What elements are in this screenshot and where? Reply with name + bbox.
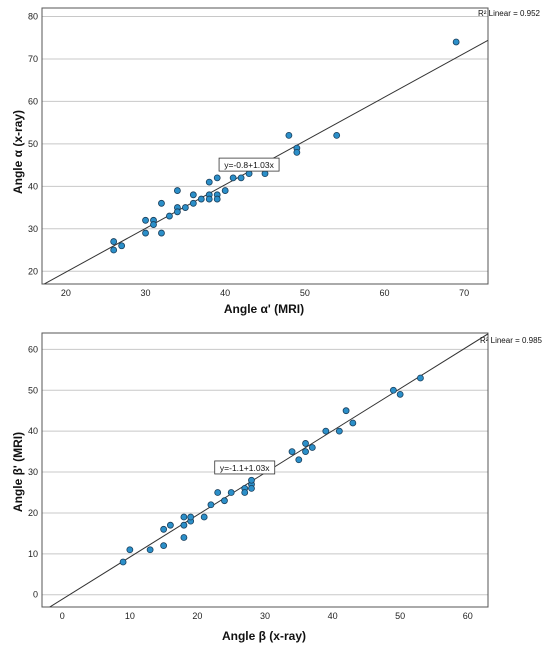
data-point <box>241 489 249 496</box>
r2-label: R² Linear = 0.985 <box>480 336 543 345</box>
beta-scatter-chart: R² Linear = 0.985 Angle β (x-ray) Angle … <box>11 332 543 643</box>
y-axis-label: Angle α (x-ray) <box>11 110 25 194</box>
x-tick-label: 40 <box>328 611 338 621</box>
x-tick-label: 60 <box>379 288 389 298</box>
data-point <box>285 131 293 139</box>
data-point <box>126 546 134 554</box>
y-tick-label: 70 <box>28 54 38 64</box>
data-point <box>158 229 165 237</box>
data-point <box>213 195 221 203</box>
x-tick-label: 30 <box>141 288 151 298</box>
x-tick-label: 60 <box>463 611 473 621</box>
y-tick-label: 60 <box>28 344 38 354</box>
y-tick-label: 20 <box>28 266 38 276</box>
data-point <box>142 229 149 237</box>
y-tick-label: 30 <box>28 467 38 477</box>
data-point <box>197 195 205 203</box>
data-point <box>119 558 127 566</box>
x-tick-label: 20 <box>61 288 71 298</box>
data-point <box>237 174 245 182</box>
data-point <box>181 204 189 211</box>
x-axis-label: Angle β (x-ray) <box>222 629 306 643</box>
x-axis-label: Angle α' (MRI) <box>224 302 304 316</box>
data-point <box>118 242 126 250</box>
data-point <box>396 390 404 398</box>
data-point <box>110 238 118 245</box>
y-tick-label: 40 <box>28 426 38 436</box>
data-point <box>158 199 165 207</box>
y-tick-label: 30 <box>28 224 38 234</box>
data-point <box>187 513 195 521</box>
data-point <box>207 501 215 509</box>
data-point <box>248 485 255 492</box>
data-point <box>146 546 154 554</box>
data-point <box>180 534 188 541</box>
data-point <box>160 542 168 550</box>
data-point <box>333 131 341 139</box>
data-point <box>180 521 188 529</box>
data-point <box>150 221 157 228</box>
data-point <box>213 174 221 182</box>
data-point <box>166 212 173 220</box>
x-tick-label: 20 <box>192 611 202 621</box>
data-point <box>288 448 296 455</box>
y-tick-label: 10 <box>28 549 38 559</box>
r2-label: R² Linear = 0.952 <box>478 9 541 18</box>
y-tick-label: 20 <box>28 508 38 518</box>
data-point <box>189 199 197 207</box>
data-point <box>302 440 309 447</box>
x-tick-label: 50 <box>300 288 310 298</box>
data-point <box>248 476 255 484</box>
data-point <box>342 407 350 415</box>
data-point <box>308 444 316 451</box>
alpha-scatter-chart: R² Linear = 0.952 Angle α' (MRI) Angle α… <box>11 7 541 316</box>
data-point <box>389 386 397 394</box>
x-tick-label: 70 <box>459 288 469 298</box>
equation-box <box>214 460 276 475</box>
data-point <box>166 521 174 529</box>
data-point <box>173 187 181 194</box>
equation-box <box>218 157 280 172</box>
data-point <box>214 489 222 496</box>
data-point <box>142 216 149 224</box>
data-point <box>417 374 424 382</box>
data-point <box>173 208 181 216</box>
data-point <box>452 38 460 46</box>
y-tick-label: 40 <box>28 181 38 191</box>
data-point <box>189 191 197 199</box>
x-tick-label: 0 <box>60 611 65 621</box>
data-point <box>349 419 357 427</box>
data-point <box>160 525 168 533</box>
equation-label: y=-0.8+1.03x <box>224 160 274 170</box>
data-point <box>295 456 303 464</box>
y-tick-label: 0 <box>33 590 38 600</box>
x-tick-label: 10 <box>125 611 135 621</box>
y-tick-label: 80 <box>28 11 38 21</box>
data-point <box>293 148 301 156</box>
plot-frame <box>41 332 489 608</box>
data-point <box>221 497 228 505</box>
data-point <box>227 489 235 496</box>
data-point <box>180 513 188 521</box>
data-point <box>229 174 237 182</box>
x-tick-label: 40 <box>220 288 230 298</box>
equation-label: y=-1.1+1.03x <box>220 463 270 473</box>
data-point <box>205 195 213 203</box>
x-tick-label: 50 <box>395 611 405 621</box>
y-tick-label: 50 <box>28 139 38 149</box>
y-axis-label: Angle β' (MRI) <box>11 432 25 512</box>
data-point <box>110 246 118 254</box>
data-point <box>200 513 208 521</box>
y-tick-label: 60 <box>28 96 38 106</box>
data-point <box>205 178 213 186</box>
data-point <box>221 187 229 194</box>
x-tick-label: 30 <box>260 611 270 621</box>
data-point <box>335 427 343 435</box>
data-point <box>322 427 330 435</box>
plot-frame <box>41 7 489 285</box>
y-tick-label: 50 <box>28 385 38 395</box>
data-point <box>302 448 309 455</box>
